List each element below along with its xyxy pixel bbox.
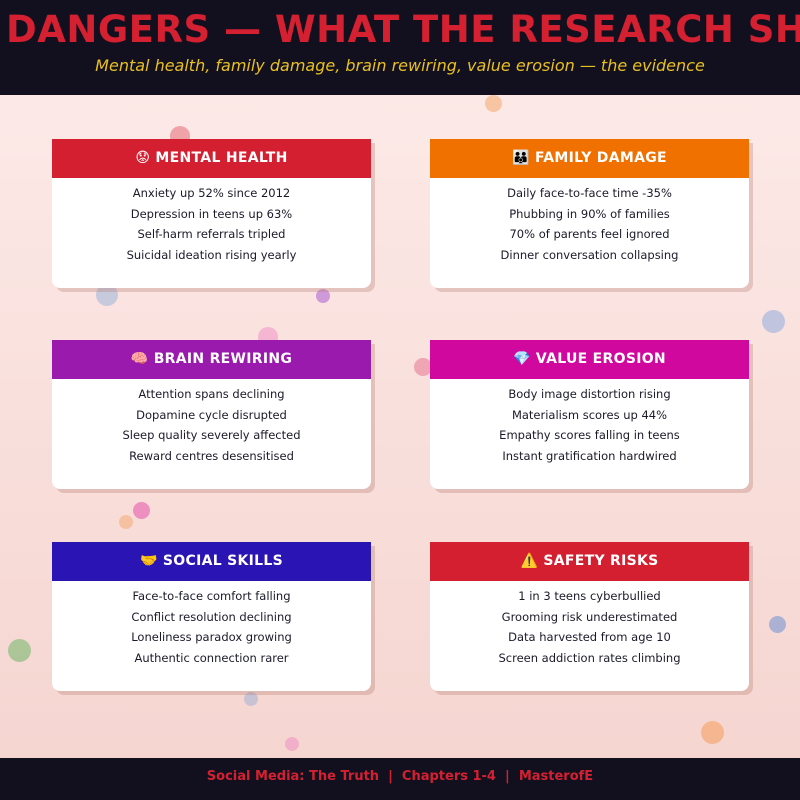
card-item: Data harvested from age 10 — [508, 630, 671, 645]
card-items: Body image distortion rising Materialism … — [430, 379, 749, 467]
decor-dot — [485, 95, 502, 112]
card-item: Self-harm referrals tripled — [137, 227, 286, 242]
card-item: Instant gratification hardwired — [502, 449, 677, 464]
decor-dot — [133, 502, 150, 519]
card-item: Body image distortion rising — [508, 387, 671, 401]
decor-dot — [8, 639, 31, 662]
card-item: Dinner conversation collapsing — [500, 248, 679, 263]
card-item: Materialism scores up 44% — [511, 407, 668, 422]
card: 👪 FAMILY DAMAGE Daily face-to-face time -… — [430, 139, 749, 288]
card-item: Reward centres desensitised — [129, 449, 294, 464]
card-item: Attention spans declining — [138, 387, 285, 401]
card-item: Sleep quality severely affected — [122, 428, 301, 443]
card-item: Loneliness paradox growing — [131, 630, 292, 645]
decor-dot — [701, 721, 724, 744]
card-item: Authentic connection rarer — [134, 651, 289, 666]
card-item: Phubbing in 90% of families — [509, 206, 670, 221]
decor-dot — [414, 358, 432, 376]
header: DANGERS — WHAT THE RESEARCH SHO Mental h… — [0, 0, 800, 95]
card-item: Anxiety up 52% since 2012 — [132, 186, 291, 200]
decor-dot — [285, 737, 299, 751]
card-header: ⚠️ SAFETY RISKS — [430, 542, 749, 581]
decor-dot — [244, 692, 258, 706]
card-items: 1 in 3 teens cyberbullied Grooming risk u… — [430, 581, 749, 669]
card-header: 🧠 BRAIN REWIRING — [52, 340, 371, 379]
card-item: Grooming risk underestimated — [501, 609, 678, 624]
card-item: Depression in teens up 63% — [130, 206, 293, 221]
decor-dot — [762, 310, 785, 333]
card: 💎 VALUE EROSION Body image distortion ris… — [430, 340, 749, 489]
card-item: Dopamine cycle disrupted — [136, 407, 287, 422]
page-subtitle: Mental health, family damage, brain rewi… — [95, 56, 705, 75]
card-header: 💎 VALUE EROSION — [430, 340, 749, 379]
card-item: 70% of parents feel ignored — [509, 227, 670, 242]
card: 🤝 SOCIAL SKILLS Face-to-face comfort fall… — [52, 542, 371, 691]
decor-dot — [769, 616, 786, 633]
decor-dot — [119, 515, 133, 529]
card-item: Suicidal ideation rising yearly — [126, 248, 297, 263]
decor-dot — [316, 289, 330, 303]
page-title: DANGERS — WHAT THE RESEARCH SHO — [6, 8, 800, 51]
footer: Social Media: The Truth | Chapters 1-4 |… — [0, 758, 800, 800]
card-item: Conflict resolution declining — [131, 609, 292, 624]
card-items: Daily face-to-face time -35% Phubbing in … — [430, 178, 749, 266]
card-header: 🤝 SOCIAL SKILLS — [52, 542, 371, 581]
card-item: Daily face-to-face time -35% — [507, 186, 672, 200]
card: 🧠 BRAIN REWIRING Attention spans declinin… — [52, 340, 371, 489]
card: 😟 MENTAL HEALTH Anxiety up 52% since 2012… — [52, 139, 371, 288]
card: ⚠️ SAFETY RISKS 1 in 3 teens cyberbullied… — [430, 542, 749, 691]
card-items: Attention spans declining Dopamine cycle … — [52, 379, 371, 467]
card-items: Anxiety up 52% since 2012 Depression in t… — [52, 178, 371, 266]
card-header: 👪 FAMILY DAMAGE — [430, 139, 749, 178]
card-item: Face-to-face comfort falling — [132, 589, 291, 603]
card-item: Empathy scores falling in teens — [499, 428, 680, 443]
card-item: 1 in 3 teens cyberbullied — [518, 589, 661, 603]
decor-dot — [96, 284, 118, 306]
card-item: Screen addiction rates climbing — [498, 651, 681, 666]
card-header: 😟 MENTAL HEALTH — [52, 139, 371, 178]
card-items: Face-to-face comfort falling Conflict res… — [52, 581, 371, 669]
